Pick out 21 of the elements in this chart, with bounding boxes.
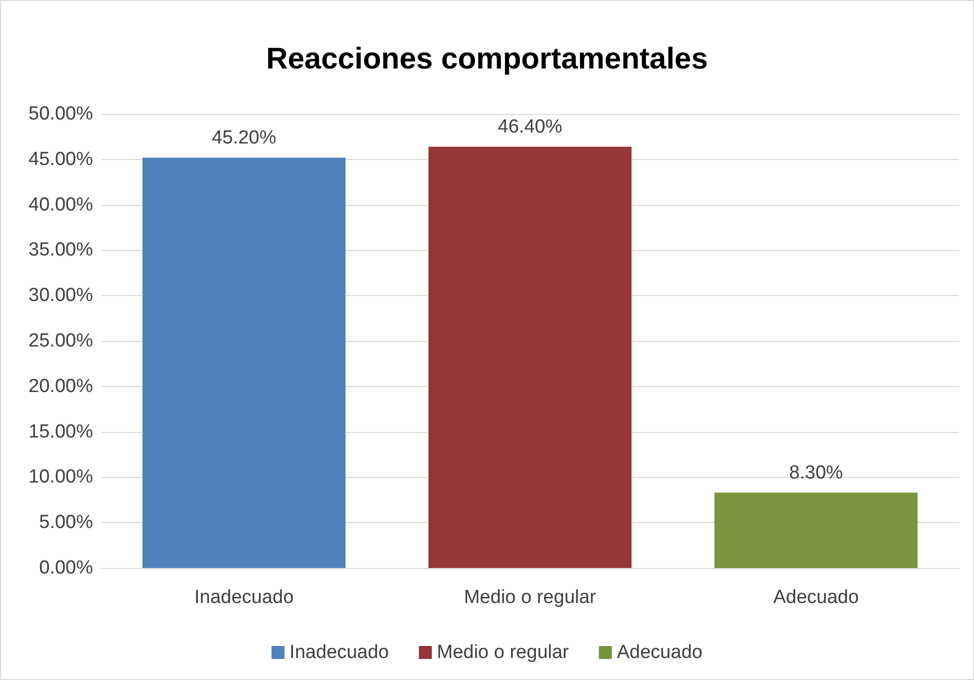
x-tick-label: Adecuado [773,587,859,608]
y-tick-label: 45.00% [28,148,94,170]
y-tick-label: 20.00% [28,376,94,397]
legend-label: Medio o regular [436,642,570,663]
y-tick-label: 35.00% [28,240,94,261]
y-tick-label: 30.00% [28,285,94,306]
chart-title: Reacciones comportamentales [266,42,708,76]
y-tick-label: 25.00% [28,330,94,352]
data-label: 45.20% [212,128,276,149]
y-tick-label: 50.00% [28,104,94,124]
y-tick-label: 15.00% [28,421,94,442]
legend-label: Inadecuado [290,642,389,663]
y-tick-label: 40.00% [28,194,94,216]
x-tick-label: Medio o regular [464,587,597,608]
data-label: 8.30% [789,462,844,484]
y-tick-label: 5.00% [39,512,94,534]
legend-label: Adecuado [616,642,702,663]
y-tick-label: 10.00% [28,466,94,488]
y-tick-label: 0.00% [39,558,94,578]
x-tick-label: Inadecuado [194,587,294,608]
data-label: 46.40% [498,116,562,138]
